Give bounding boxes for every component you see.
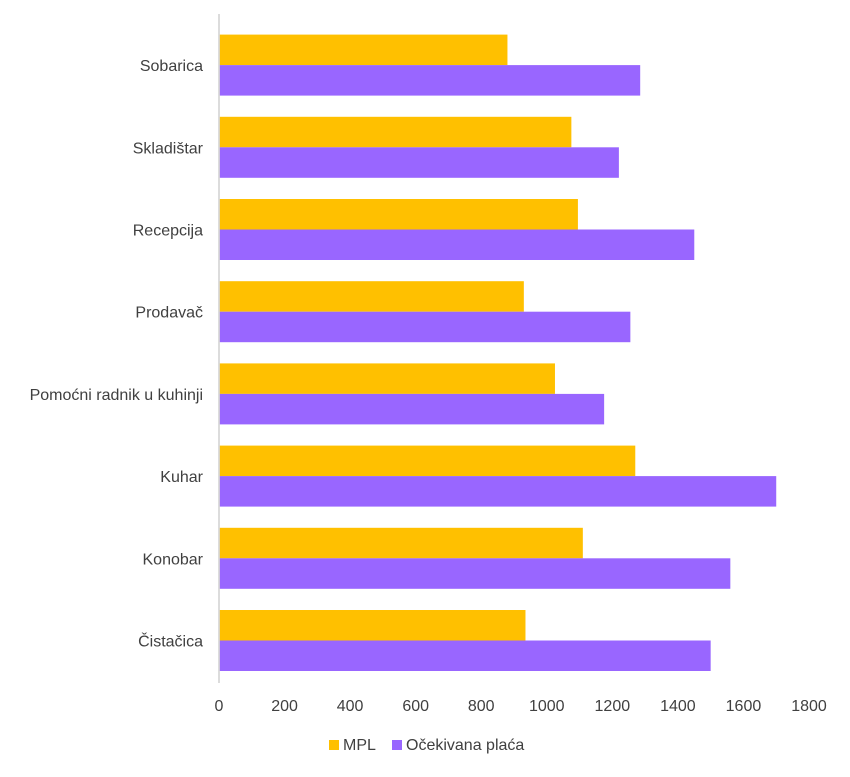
bar-ocekivana-placa-0 — [219, 65, 641, 96]
x-tick-label: 400 — [337, 698, 364, 715]
bar-mpl-6 — [219, 527, 583, 559]
legend-swatch-0 — [329, 740, 339, 750]
bar-mpl-0 — [219, 34, 508, 66]
bar-mpl-5 — [219, 445, 636, 477]
bars-group — [219, 34, 777, 671]
legend-swatch-1 — [392, 740, 402, 750]
category-label: Recepcija — [133, 223, 203, 240]
bar-mpl-1 — [219, 116, 572, 148]
x-tick-label: 1200 — [595, 698, 631, 715]
bar-mpl-7 — [219, 610, 526, 641]
bar-ocekivana-placa-5 — [219, 476, 777, 507]
x-tick-label: 200 — [271, 698, 298, 715]
category-label: Skladištar — [133, 140, 204, 157]
x-tick-label: 600 — [402, 698, 429, 715]
bar-ocekivana-placa-2 — [219, 229, 695, 260]
x-tick-label: 1000 — [529, 698, 565, 715]
x-tick-label: 0 — [215, 698, 224, 715]
bar-ocekivana-placa-6 — [219, 558, 731, 589]
x-tick-label: 1800 — [791, 698, 827, 715]
bar-ocekivana-placa-1 — [219, 147, 619, 178]
category-labels: Sobarica Skladištar Recepcija Prodavač Pomoć… — [30, 58, 204, 650]
category-label: Prodavač — [135, 305, 203, 322]
legend-label-1: Očekivana plaća — [406, 737, 524, 754]
legend: MPL Očekivana plaća — [329, 737, 524, 754]
x-tick-label: 1400 — [660, 698, 696, 715]
bar-ocekivana-placa-4 — [219, 393, 605, 425]
bar-mpl-4 — [219, 363, 555, 394]
bar-mpl-2 — [219, 199, 578, 230]
category-label: Čistačica — [138, 632, 203, 651]
x-tick-labels: 0 200 400 600 800 1000 1200 1400 1600 1800 — [215, 698, 827, 715]
bar-ocekivana-placa-7 — [219, 640, 711, 671]
category-label: Kuhar — [160, 469, 203, 486]
x-tick-label: 800 — [468, 698, 495, 715]
category-label: Konobar — [143, 551, 204, 568]
x-tick-label: 1600 — [726, 698, 762, 715]
category-label: Sobarica — [140, 58, 203, 75]
legend-label-0: MPL — [343, 737, 376, 754]
category-label: Pomoćni radnik u kuhinji — [30, 387, 203, 404]
bar-mpl-3 — [219, 281, 524, 312]
bar-ocekivana-placa-3 — [219, 311, 631, 343]
